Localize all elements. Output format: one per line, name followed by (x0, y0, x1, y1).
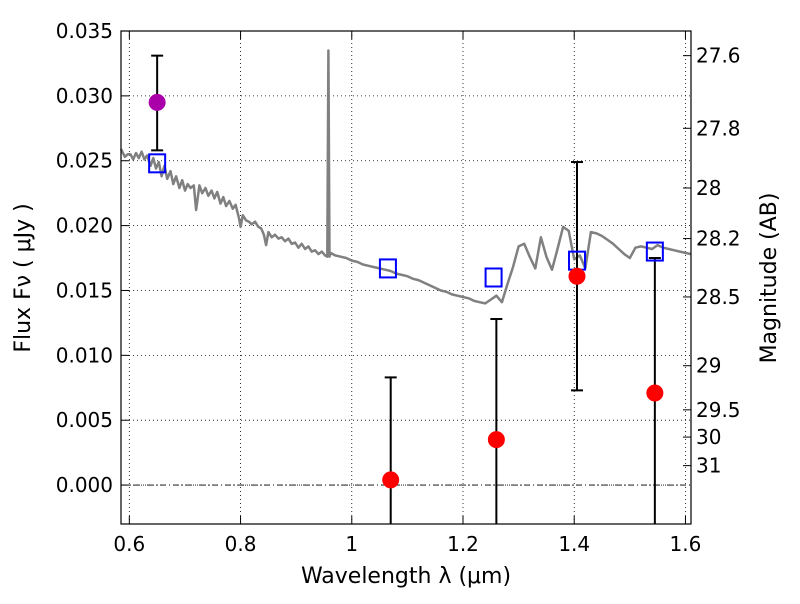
y-tick-label: 0.025 (56, 149, 113, 173)
error-bars (151, 54, 661, 524)
right-tick-label: 27.8 (696, 116, 741, 140)
right-tick-label: 30 (696, 425, 721, 449)
observed-flux-point (646, 384, 664, 402)
y-tick-label: 0.035 (56, 19, 113, 43)
right-tick-label: 28.2 (696, 227, 741, 251)
x-tick-label: 0.6 (113, 532, 145, 556)
right-tick-label: 29 (696, 354, 721, 378)
right-tick-label: 31 (696, 454, 721, 478)
y-axis-title: Flux Fν ( μJy ) (11, 203, 36, 352)
x-axis-ticks: 0.6 0.8 1 1.2 1.4 1.6 (113, 31, 701, 556)
data-markers (148, 93, 664, 489)
x-tick-label: 1.6 (670, 532, 702, 556)
spectrum-path (119, 49, 692, 305)
y-tick-label: 0.000 (56, 473, 113, 497)
y-tick-label: 0.030 (56, 84, 113, 108)
right-tick-label: 28 (696, 176, 721, 200)
y-tick-label: 0.015 (56, 278, 113, 302)
plot-frame (120, 30, 692, 525)
y-tick-label: 0.010 (56, 343, 113, 367)
right-tick-label: 27.6 (696, 44, 741, 68)
x-axis-title: Wavelength λ (μm) (301, 564, 511, 589)
right-tick-label: 28.5 (696, 285, 741, 309)
observed-flux-point (487, 431, 505, 449)
model-flux-square (645, 241, 664, 262)
model-flux-square (148, 153, 167, 174)
observed-flux-point (148, 93, 166, 111)
observed-flux-point (568, 267, 586, 285)
x-tick-label: 0.8 (225, 532, 257, 556)
grid-lines (121, 30, 691, 524)
x-tick-label: 1.4 (558, 532, 590, 556)
model-flux-square (484, 267, 503, 288)
x-tick-label: 1 (345, 532, 358, 556)
x-tick-label: 1.2 (447, 532, 479, 556)
right-axis-ticks: 27.6 27.8 28 28.2 28.5 29 29.5 30 31 (683, 44, 741, 478)
observed-flux-point (382, 471, 400, 489)
model-spectrum-line (119, 49, 692, 305)
model-flux-square (378, 258, 397, 279)
right-tick-label: 29.5 (696, 398, 741, 422)
right-axis-title: Magnitude (AB) (757, 193, 782, 364)
y-tick-label: 0.020 (56, 214, 113, 238)
y-tick-label: 0.005 (56, 408, 113, 432)
y-axis-ticks: 0.000 0.005 0.010 0.015 0.020 0.025 0.030 0.035 (56, 19, 129, 497)
